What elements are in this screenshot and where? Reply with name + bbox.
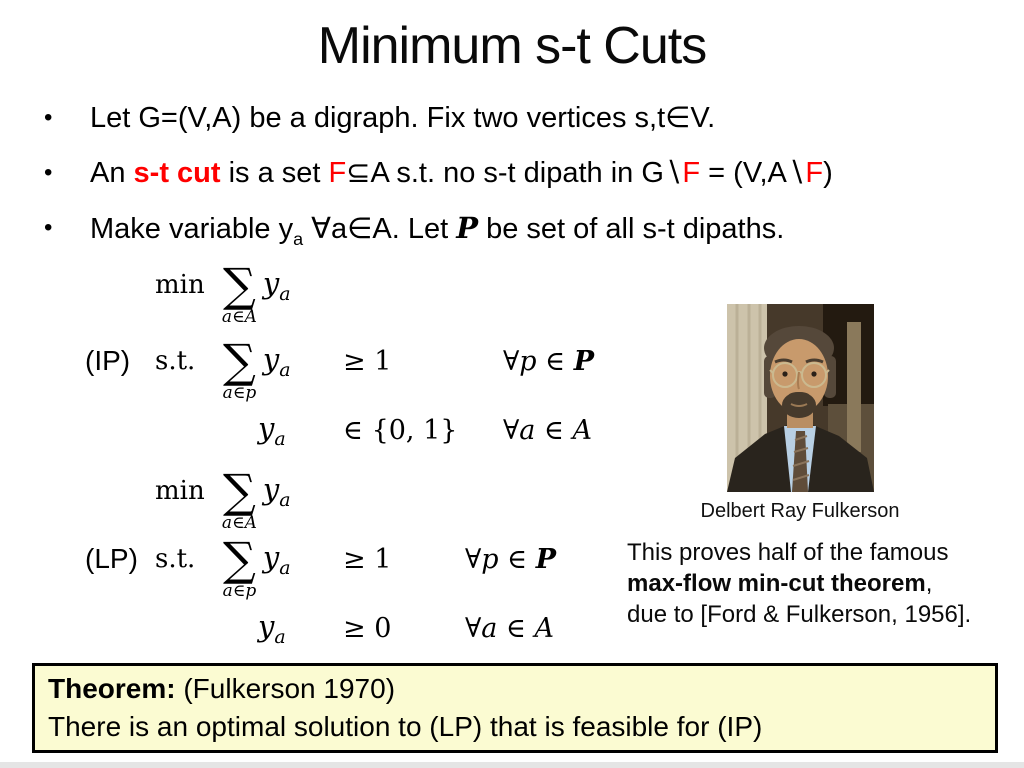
sigma-icon: ∑ xyxy=(223,258,256,312)
var-y: y xyxy=(258,410,275,445)
bound-quantifier: ∀a ∈ A xyxy=(465,612,555,644)
fulkerson-photo xyxy=(727,304,874,493)
var-sub-a: a xyxy=(279,358,291,381)
lp-bounds-row: ya ≥ 0 ∀a ∈ A xyxy=(85,609,556,648)
sum-over-path: ∑ a∈p xyxy=(223,338,257,403)
note-line-3: due to [Ford & Fulkerson, 1956]. xyxy=(627,601,972,628)
var-sub-a: a xyxy=(274,625,286,648)
ip-objective-row: min ∑ a∈A ya xyxy=(85,260,594,327)
bullet-dot-icon: • xyxy=(44,104,53,131)
var-y: y xyxy=(258,608,275,643)
theorem-label: Theorem: xyxy=(48,673,176,704)
min-operator: min xyxy=(155,476,205,506)
constraint-expression: ∑ a∈p ya xyxy=(223,338,343,403)
quantifier-text: ∀p ∈ xyxy=(465,543,536,575)
min-operator: min xyxy=(155,270,205,300)
sum-over-arcs: ∑ a∈A xyxy=(222,262,257,327)
var-y: y xyxy=(262,539,280,574)
bound-quantifier: ∀a ∈ A xyxy=(503,414,593,446)
lp-label: (LP) xyxy=(85,543,138,574)
theorem-attribution: (Fulkerson 1970) xyxy=(175,673,396,704)
st-operator: s.t. xyxy=(155,544,196,574)
note-line-1: This proves half of the famous xyxy=(627,539,949,566)
sigma-icon: ∑ xyxy=(223,464,256,518)
var-sub-a: a xyxy=(279,556,291,579)
theorem-statement: There is an optimal solution to (LP) tha… xyxy=(48,711,763,742)
theorem-heading: Theorem: (Fulkerson 1970) xyxy=(48,670,995,708)
var-sub-a: a xyxy=(279,488,291,511)
objective-expression: ∑ a∈A ya xyxy=(222,262,343,327)
note-text: This proves half of the famous max-flow … xyxy=(627,537,1007,630)
var-y: y xyxy=(262,471,280,506)
constraint-quantifier: ∀p ∈ P xyxy=(503,346,594,377)
note-bold-phrase: max-flow min-cut theorem xyxy=(627,570,926,597)
bound-variable: ya xyxy=(223,609,343,648)
bullet-item: • Let G=(V,A) be a digraph. Fix two verti… xyxy=(38,100,998,136)
bound-variable: ya xyxy=(223,411,343,450)
photo-caption: Delbert Ray Fulkerson xyxy=(700,500,900,522)
var-sub-a: a xyxy=(279,282,291,305)
var-y: y xyxy=(262,341,280,376)
quantifier-text: ∀p ∈ xyxy=(503,345,574,377)
bound-relation: ≥ 0 xyxy=(343,612,392,644)
sum-index: a∈p xyxy=(222,383,257,403)
bullet-text: Let G=(V,A) be a digraph. Fix two vertic… xyxy=(90,102,716,134)
lp-constraint-row: (LP) s.t. ∑ a∈p ya ≥ 1 ∀p ∈ P xyxy=(85,534,556,601)
sum-over-arcs: ∑ a∈A xyxy=(222,468,257,533)
script-p-symbol: P xyxy=(535,543,557,575)
variable-ya: ya xyxy=(258,411,286,450)
variable-ya: ya xyxy=(263,472,291,511)
note-line-2-rest: , xyxy=(925,570,933,597)
ip-constraint-row: (IP) s.t. ∑ a∈p ya ≥ 1 ∀p ∈ P xyxy=(85,336,594,403)
sum-index: a∈A xyxy=(221,513,257,533)
sigma-icon: ∑ xyxy=(223,334,256,388)
lp-program: min ∑ a∈A ya (LP) s.t. ∑ a∈p ya ≥ 1 ∀p ∈… xyxy=(85,466,556,648)
bullet-text: Make variable ya ∀a∈A. Let P be set of a… xyxy=(90,211,785,249)
bullet-dot-icon: • xyxy=(44,159,53,186)
constraint-expression: ∑ a∈p ya xyxy=(223,536,343,601)
sum-index: a∈A xyxy=(221,307,257,327)
script-p-symbol: P xyxy=(573,345,595,377)
sum-index: a∈p xyxy=(222,581,257,601)
slide-bottom-edge xyxy=(0,762,1024,768)
constraint-quantifier: ∀p ∈ P xyxy=(465,544,556,575)
note-line-2: max-flow min-cut theorem, xyxy=(627,568,1007,599)
bullet-item: • Make variable ya ∀a∈A. Let P be set of … xyxy=(38,210,998,257)
var-y: y xyxy=(262,265,280,300)
st-operator: s.t. xyxy=(155,346,196,376)
objective-expression: ∑ a∈A ya xyxy=(222,468,343,533)
variable-ya: ya xyxy=(263,540,291,579)
var-sub-a: a xyxy=(274,427,286,450)
portrait-illustration xyxy=(727,304,874,492)
ip-label: (IP) xyxy=(85,345,131,376)
theorem-box: Theorem: (Fulkerson 1970) There is an op… xyxy=(32,663,998,753)
variable-ya: ya xyxy=(263,266,291,305)
bullet-text: An s-t cut is a set F⊆A s.t. no s-t dipa… xyxy=(90,157,833,189)
bullet-list: • Let G=(V,A) be a digraph. Fix two verti… xyxy=(38,100,998,276)
sigma-icon: ∑ xyxy=(223,532,256,586)
constraint-relation: ≥ 1 xyxy=(343,345,392,377)
ip-bounds-row: ya ∈ {0, 1} ∀a ∈ A xyxy=(85,411,594,450)
bullet-dot-icon: • xyxy=(44,214,53,241)
bullet-item: • An s-t cut is a set F⊆A s.t. no s-t dip… xyxy=(38,155,998,191)
lp-objective-row: min ∑ a∈A ya xyxy=(85,466,556,533)
page-title: Minimum s-t Cuts xyxy=(317,17,707,75)
bound-relation: ∈ {0, 1} xyxy=(343,414,458,446)
constraint-relation: ≥ 1 xyxy=(343,543,392,575)
sum-over-path: ∑ a∈p xyxy=(223,536,257,601)
ip-program: min ∑ a∈A ya (IP) s.t. ∑ a∈p ya ≥ 1 ∀p ∈… xyxy=(85,260,594,450)
variable-ya: ya xyxy=(263,342,291,381)
variable-ya: ya xyxy=(258,609,286,648)
